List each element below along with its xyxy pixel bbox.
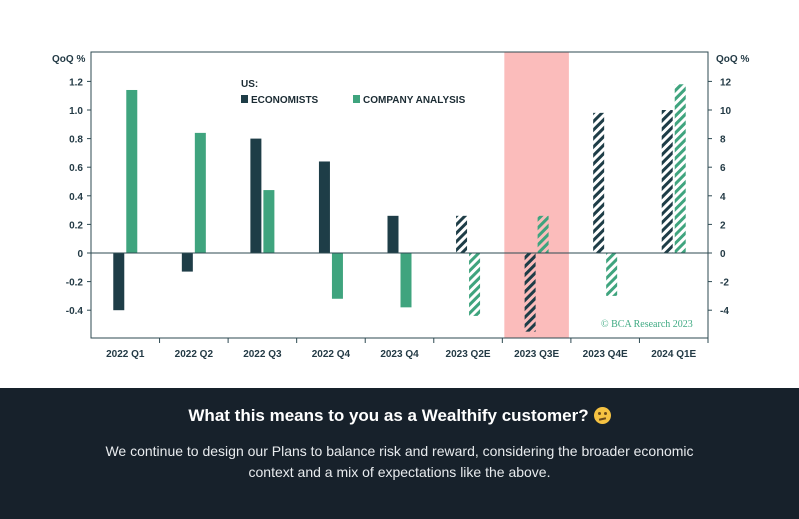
bar-company-analysis-2022-q2 [194,132,206,253]
legend-label-economists: ECONOMISTS [251,95,319,106]
footer-panel: What this means to you as a Wealthify cu… [0,388,799,519]
chart-area: 1.2 1.0 0.8 0.6 0.4 0.2 0 -0.2 -0.4 12 10 8 6 4 2 0 -2 -… [52,51,750,360]
footer-body-text: We continue to design our Plans to balan… [105,443,694,480]
bar-economists-2023-q3e [524,253,536,332]
y-tick-left-label: 1.2 [69,77,83,88]
legend-swatch-company-analysis [353,95,360,103]
y-tick-left-label: -0.4 [66,306,84,317]
y-tick-left-label: 1.0 [69,106,83,117]
y-tick-left-label: 0 [77,249,83,260]
y-tick-right-label: 0 [720,249,726,260]
y-tick-right-label: 6 [720,163,726,174]
bar-company-analysis-2023-q4e [606,253,618,296]
bar-company-analysis-2023-q3e [537,215,549,253]
legend-swatch-economists [241,95,248,103]
bar-economists-2023-q2e [456,215,468,253]
x-tick-label: 2023 Q4E [583,349,628,360]
y-unit-left: QoQ % [52,54,85,65]
y-tick-right-label: 8 [720,135,726,146]
x-tick-label: 2022 Q4 [312,349,351,360]
y-tick-left-label: 0.2 [69,220,83,231]
y-tick-left-label: 0.8 [69,135,83,146]
x-tick-label: 2022 Q2 [175,349,214,360]
x-tick-label: 2023 Q3E [514,349,559,360]
bar-economists-2022-q3 [250,138,262,253]
legend: US: ECONOMISTS COMPANY ANALYSIS [241,79,466,106]
bar-economists-2022-q1 [113,253,125,311]
bar-company-analysis-2024-q1e [674,84,686,253]
x-tick-label: 2022 Q3 [243,349,282,360]
footer-heading: What this means to you as a Wealthify cu… [0,405,799,427]
bar-economists-2022-q4 [318,161,330,253]
bar-economists-2023-q4 [387,215,399,253]
legend-title: US: [241,79,258,90]
y-tick-left-label: -0.2 [66,278,84,289]
x-tick-label: 2024 Q1E [651,349,696,360]
x-tick-label: 2023 Q2E [446,349,491,360]
bar-economists-2023-q4e [593,112,605,253]
plot-frame [90,51,709,339]
x-tick-label: 2022 Q1 [106,349,145,360]
bar-chart: 1.2 1.0 0.8 0.6 0.4 0.2 0 -0.2 -0.4 12 10 8 6 4 2 0 -2 -… [52,51,749,360]
y-tick-right-label: -2 [720,278,729,289]
bar-economists-2022-q2 [181,253,193,272]
chart-credit: © BCA Research 2023 [601,319,693,330]
y-tick-left-label: 0.4 [69,192,83,203]
footer-title-text: What this means to you as a Wealthify cu… [188,406,589,425]
bar-economists-2024-q1e [661,110,673,253]
bar-company-analysis-2023-q4 [400,253,412,308]
legend-label-company-analysis: COMPANY ANALYSIS [363,95,466,106]
y-tick-right-label: 10 [720,106,732,117]
bar-company-analysis-2022-q1 [126,89,138,253]
thinking-face-icon [593,407,611,424]
y-tick-left-label: 0.6 [69,163,83,174]
x-tick-label: 2023 Q4 [380,349,419,360]
y-tick-right-label: 4 [720,192,726,203]
y-tick-right-label: 2 [720,220,726,231]
y-tick-right-label: 12 [720,77,732,88]
y-unit-right: QoQ % [716,54,749,65]
bar-company-analysis-2022-q3 [263,190,275,253]
bar-company-analysis-2023-q2e [469,253,481,316]
forecast-highlight-band [504,52,569,338]
bar-company-analysis-2022-q4 [331,253,343,299]
y-tick-right-label: -4 [720,306,729,317]
